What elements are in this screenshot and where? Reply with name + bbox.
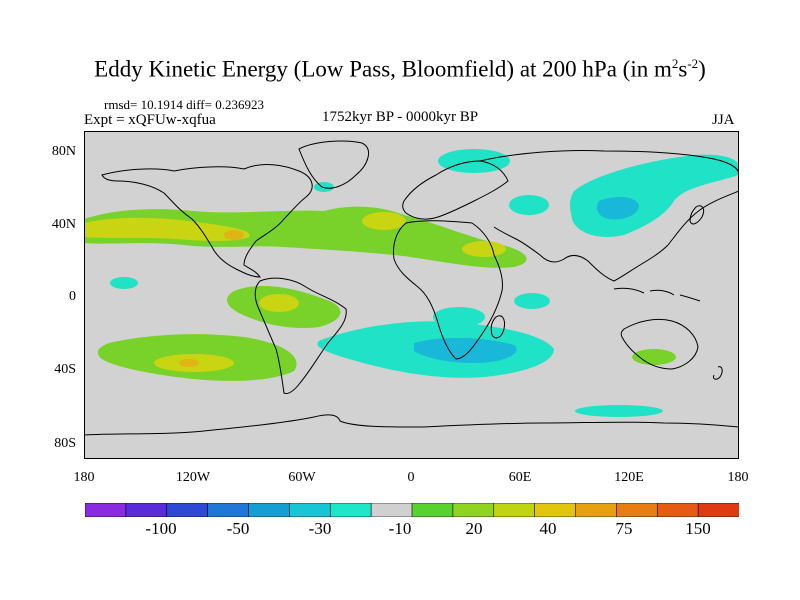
period-label: 1752kyr BP - 0000kyr BP bbox=[322, 109, 479, 125]
anomaly-region-nh-jet-core bbox=[84, 217, 250, 241]
anomaly-region-antarctic-cyan bbox=[575, 405, 663, 417]
map-plot bbox=[84, 131, 739, 459]
stats-label: rmsd= 10.1914 diff= 0.236923 bbox=[104, 97, 264, 112]
x-tick-60w: 60W bbox=[288, 470, 316, 485]
y-tick-0: 0 bbox=[69, 289, 76, 304]
colorbar-swatch-7 bbox=[370, 503, 413, 517]
colorbar-label-minus100: -100 bbox=[145, 519, 177, 538]
x-tick-180e: 180 bbox=[727, 470, 749, 485]
experiment-label: Expt = xQFUw-xqfua bbox=[84, 112, 216, 128]
anomaly-region-mideast-core bbox=[462, 241, 506, 257]
coast-asia bbox=[479, 149, 739, 282]
colorbar-swatch-8 bbox=[411, 503, 454, 517]
colorbar bbox=[85, 503, 739, 517]
anomaly-region-indian-ocean bbox=[433, 307, 485, 327]
colorbar-label-40: 40 bbox=[539, 519, 557, 538]
coast-north-america bbox=[101, 164, 313, 278]
colorbar-label-75: 75 bbox=[615, 519, 633, 538]
anomaly-region-north-pacific-core bbox=[596, 196, 639, 220]
anomaly-region-east-africa bbox=[514, 293, 550, 309]
chart-title: Eddy Kinetic Energy (Low Pass, Bloomfiel… bbox=[94, 56, 706, 82]
colorbar-swatch-3 bbox=[207, 503, 250, 517]
colorbar-label-20: 20 bbox=[465, 519, 483, 538]
x-tick-60e: 60E bbox=[508, 470, 532, 485]
colorbar-swatch-5 bbox=[289, 503, 332, 517]
anomaly-region-tropical-atlantic-core bbox=[259, 294, 299, 312]
colorbar-swatch-14 bbox=[656, 503, 699, 517]
coast-indonesia bbox=[613, 287, 701, 302]
coast-antarctica bbox=[84, 414, 739, 436]
coast-europe bbox=[402, 160, 509, 220]
x-tick-180w: 180 bbox=[73, 470, 95, 485]
coast-japan bbox=[689, 205, 705, 225]
x-tick-120w: 120W bbox=[175, 470, 211, 485]
y-tick-80s: 80S bbox=[54, 436, 76, 451]
colorbar-label-minus10: -10 bbox=[388, 519, 412, 538]
colorbar-swatch-13 bbox=[616, 503, 659, 517]
colorbar-swatch-1 bbox=[125, 503, 168, 517]
colorbar-label-minus30: -30 bbox=[308, 519, 332, 538]
coastlines bbox=[84, 140, 739, 436]
colorbar-swatch-11 bbox=[534, 503, 577, 517]
season-label: JJA bbox=[712, 112, 735, 128]
anomaly-region-south-pacific-core-2 bbox=[179, 359, 199, 367]
colorbar-label-minus50: -50 bbox=[226, 519, 250, 538]
anomaly-region-atlantic-cyan bbox=[314, 182, 334, 192]
x-tick-0: 0 bbox=[407, 470, 415, 485]
colorbar-swatch-4 bbox=[248, 503, 291, 517]
anomaly-region-pacific-core bbox=[224, 230, 244, 240]
coast-australia bbox=[620, 318, 699, 370]
coast-new-zealand bbox=[713, 366, 723, 380]
anomaly-region-pacific-cyan bbox=[110, 277, 138, 289]
colorbar-swatch-9 bbox=[452, 503, 495, 517]
anomaly-region-europe bbox=[509, 195, 549, 215]
anomaly-region-southern-ocean-core bbox=[414, 337, 517, 363]
y-tick-40n: 40N bbox=[51, 217, 76, 232]
anomaly-region-australia bbox=[632, 349, 676, 365]
colorbar-label-150: 150 bbox=[685, 519, 711, 538]
y-tick-80n: 80N bbox=[51, 144, 76, 159]
colorbar-swatch-6 bbox=[329, 503, 372, 517]
colorbar-swatch-15 bbox=[697, 503, 739, 517]
colorbar-swatch-0 bbox=[85, 503, 127, 517]
anomaly-region-atlantic-core bbox=[362, 212, 406, 230]
colorbar-swatch-2 bbox=[166, 503, 209, 517]
colorbar-swatch-12 bbox=[575, 503, 618, 517]
coast-south-america bbox=[254, 277, 347, 394]
coast-africa bbox=[393, 220, 503, 360]
x-tick-120e: 120E bbox=[614, 470, 644, 485]
coast-greenland bbox=[298, 140, 370, 189]
coast-madagascar bbox=[490, 315, 505, 339]
map-border bbox=[84, 131, 739, 459]
y-tick-40s: 40S bbox=[54, 362, 76, 377]
colorbar-swatch-10 bbox=[493, 503, 536, 517]
